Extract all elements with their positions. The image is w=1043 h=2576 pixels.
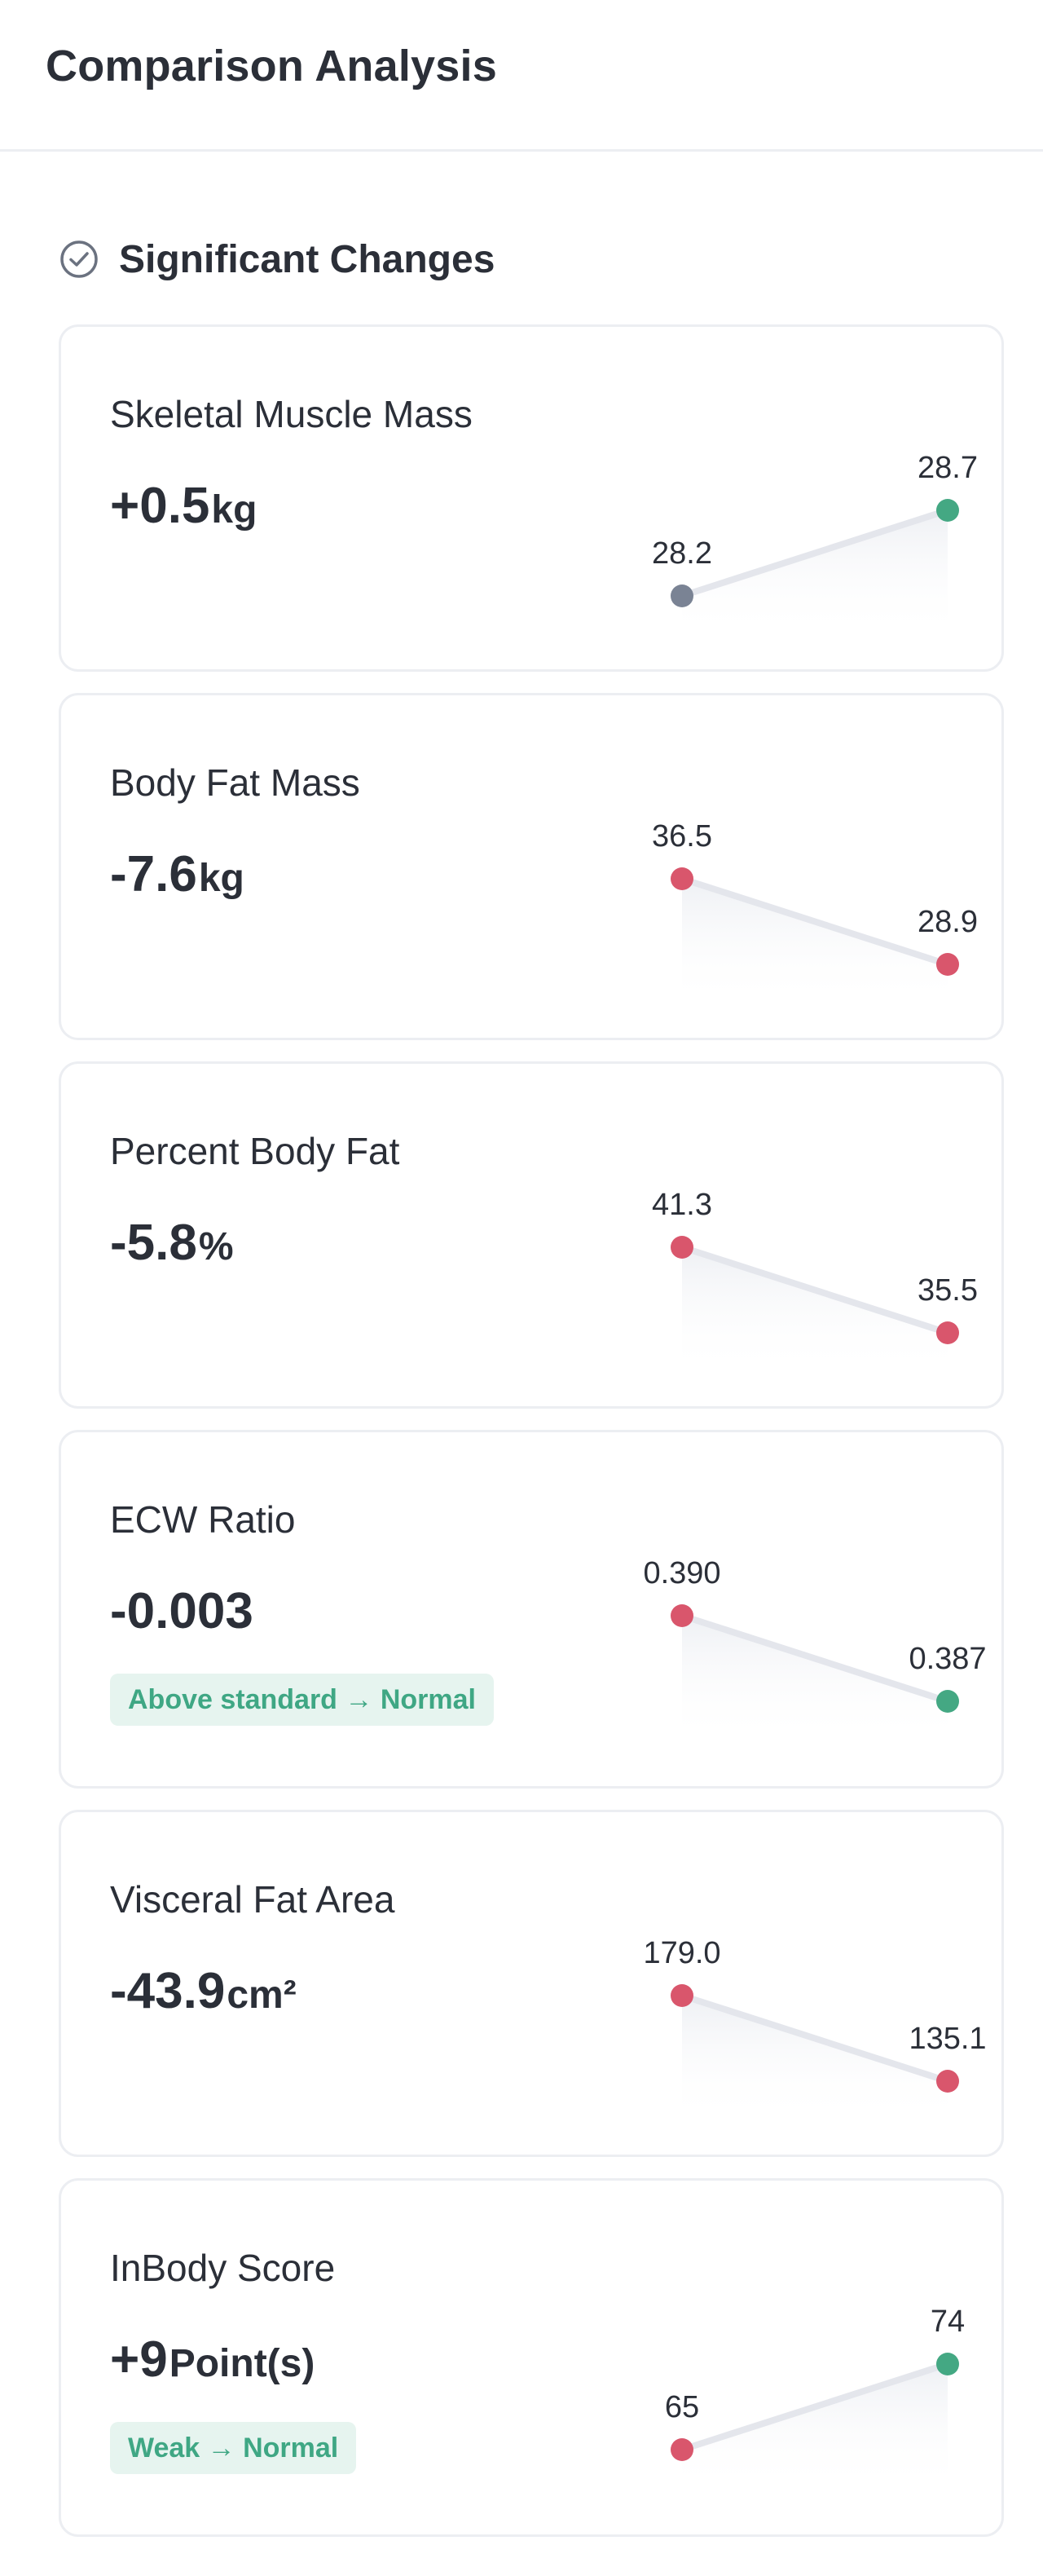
metric-name: Percent Body Fat bbox=[110, 1130, 400, 1172]
after-value-label: 28.9 bbox=[918, 905, 978, 939]
after-point bbox=[936, 2353, 959, 2375]
before-point bbox=[671, 1236, 693, 1259]
change-unit: kg bbox=[198, 857, 244, 900]
status-badge: Above standard → Normal bbox=[110, 1674, 494, 1726]
metric-card-percent-body-fat[interactable]: Percent Body Fat -5.8% 41.3 35.5 bbox=[59, 1061, 1004, 1409]
section-title: Significant Changes bbox=[119, 237, 495, 281]
before-value-label: 179.0 bbox=[643, 1936, 720, 1970]
after-point bbox=[936, 2070, 959, 2093]
metric-card-body-fat-mass[interactable]: Body Fat Mass -7.6kg 36.5 28.9 bbox=[59, 693, 1004, 1040]
change-number: -43.9 bbox=[110, 1963, 226, 2019]
change-number: -5.8 bbox=[110, 1215, 197, 1271]
after-value-label: 135.1 bbox=[909, 2022, 986, 2056]
change-unit: kg bbox=[211, 488, 257, 532]
change-number: +9 bbox=[110, 2331, 168, 2388]
before-value-label: 36.5 bbox=[652, 819, 712, 854]
metric-name: InBody Score bbox=[110, 2247, 336, 2289]
trend-line bbox=[679, 1992, 951, 2084]
metric-change-value: -7.6kg bbox=[110, 845, 244, 903]
trend-line bbox=[679, 507, 951, 599]
trend-area bbox=[682, 879, 948, 1005]
sparkline-chart: 36.5 28.9 bbox=[652, 819, 978, 1005]
trend-area bbox=[682, 1247, 948, 1374]
after-value-label: 0.387 bbox=[909, 1642, 986, 1676]
trend-area bbox=[682, 1616, 948, 1742]
sparkline-chart: 41.3 35.5 bbox=[652, 1188, 978, 1374]
change-number: +0.5 bbox=[110, 478, 210, 534]
trend-line bbox=[679, 2361, 951, 2453]
metric-card-inbody-score[interactable]: InBody Score +9Point(s) Weak → Normal 65… bbox=[59, 2178, 1004, 2537]
before-point bbox=[671, 2438, 693, 2461]
change-number: -0.003 bbox=[110, 1583, 253, 1639]
before-point bbox=[671, 1604, 693, 1627]
sparkline-chart: 0.390 0.387 bbox=[643, 1556, 987, 1742]
trend-area bbox=[682, 1996, 948, 2122]
change-unit: Point(s) bbox=[169, 2342, 315, 2385]
metric-name: Skeletal Muscle Mass bbox=[110, 393, 473, 435]
metric-change-value: -43.9cm² bbox=[110, 1962, 297, 2020]
metric-card-visceral-fat-area[interactable]: Visceral Fat Area -43.9cm² 179.0 135.1 bbox=[59, 1810, 1004, 2157]
trend-line bbox=[679, 1612, 951, 1705]
sparkline-chart: 179.0 135.1 bbox=[643, 1936, 987, 2122]
page-title: Comparison Analysis bbox=[46, 42, 497, 90]
metric-name: Body Fat Mass bbox=[110, 761, 360, 804]
change-unit: cm² bbox=[227, 1974, 297, 2017]
page-header: Comparison Analysis bbox=[0, 0, 1043, 152]
after-point bbox=[936, 1690, 959, 1713]
before-point bbox=[671, 1984, 693, 2007]
after-value-label: 28.7 bbox=[918, 451, 978, 485]
before-point bbox=[671, 584, 693, 607]
metric-card-skeletal-muscle-mass[interactable]: Skeletal Muscle Mass +0.5kg 28.2 28.7 bbox=[59, 324, 1004, 672]
metric-change-value: -0.003 bbox=[110, 1582, 255, 1640]
after-value-label: 74 bbox=[931, 2305, 965, 2339]
metric-change-value: +0.5kg bbox=[110, 477, 257, 535]
change-number: -7.6 bbox=[110, 846, 197, 902]
metric-change-value: +9Point(s) bbox=[110, 2331, 315, 2389]
section-header: Significant Changes bbox=[59, 233, 495, 285]
change-unit: % bbox=[198, 1225, 234, 1268]
check-circle-icon bbox=[60, 240, 98, 278]
after-point bbox=[936, 499, 959, 522]
trend-line bbox=[679, 1244, 951, 1336]
trend-area bbox=[682, 510, 948, 637]
after-value-label: 35.5 bbox=[918, 1273, 978, 1308]
after-point bbox=[936, 953, 959, 976]
metric-card-ecw-ratio[interactable]: ECW Ratio -0.003 Above standard → Normal… bbox=[59, 1430, 1004, 1789]
after-point bbox=[936, 1321, 959, 1344]
trend-area bbox=[682, 2364, 948, 2490]
before-value-label: 28.2 bbox=[652, 536, 712, 571]
before-value-label: 0.390 bbox=[643, 1556, 720, 1590]
before-value-label: 65 bbox=[665, 2390, 699, 2424]
sparkline-chart: 28.2 28.7 bbox=[652, 451, 978, 637]
before-point bbox=[671, 867, 693, 890]
sparkline-chart: 65 74 bbox=[665, 2305, 965, 2490]
status-badge: Weak → Normal bbox=[110, 2422, 357, 2474]
metric-change-value: -5.8% bbox=[110, 1214, 234, 1272]
metric-name: Visceral Fat Area bbox=[110, 1878, 395, 1921]
metric-name: ECW Ratio bbox=[110, 1498, 296, 1541]
before-value-label: 41.3 bbox=[652, 1188, 712, 1222]
trend-line bbox=[679, 876, 951, 968]
